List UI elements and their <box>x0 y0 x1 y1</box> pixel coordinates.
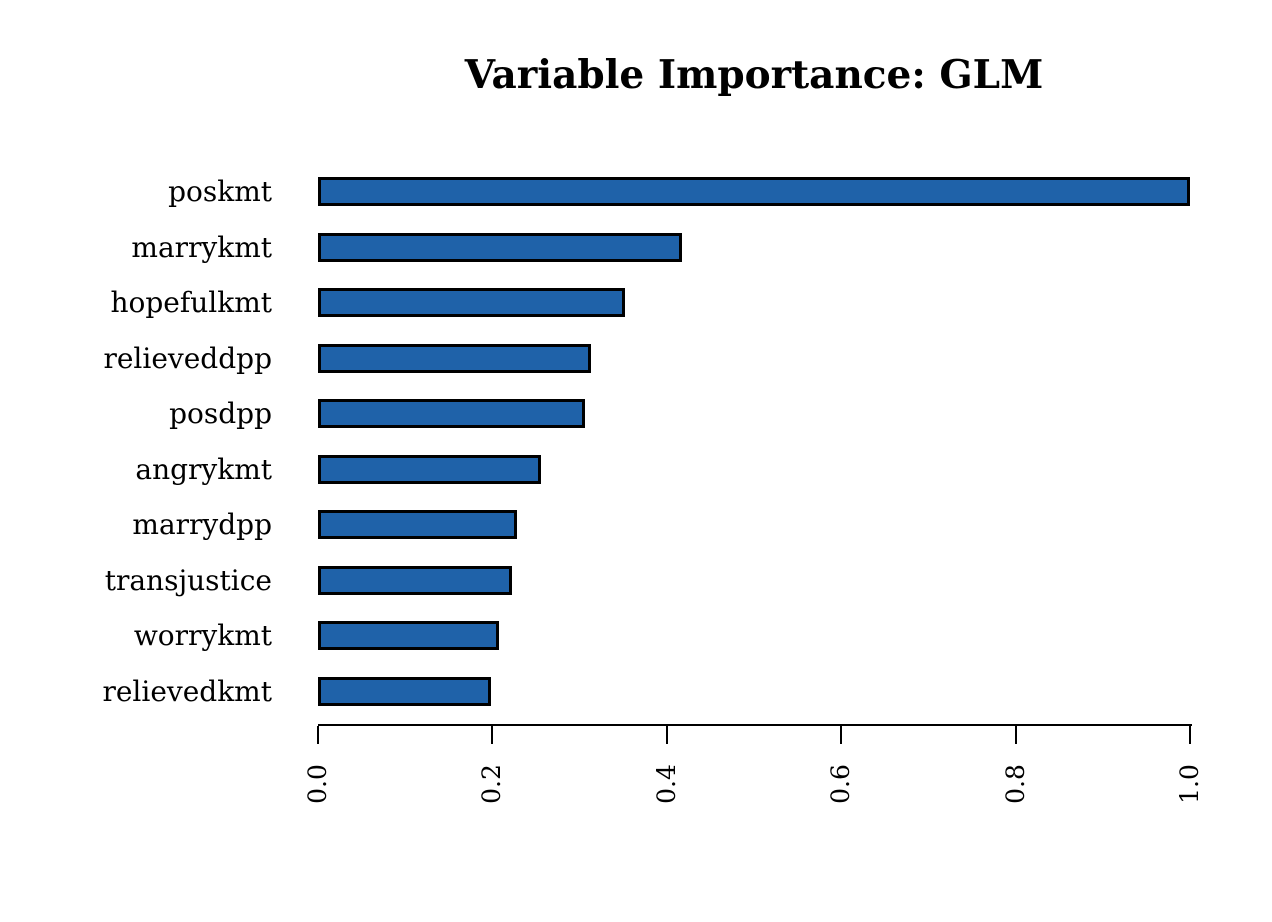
category-label-worrykmt: worrykmt <box>133 618 272 652</box>
bar-relieveddpp <box>318 344 591 373</box>
category-label-hopefulkmt: hopefulkmt <box>110 285 272 319</box>
x-axis-tick <box>666 726 668 744</box>
x-axis-tick <box>840 726 842 744</box>
x-axis-tick <box>317 726 319 744</box>
bar-marrykmt <box>318 233 682 262</box>
category-label-relieveddpp: relieveddpp <box>103 341 272 375</box>
category-label-angrykmt: angrykmt <box>135 452 272 486</box>
x-axis-tick-label: 0.8 <box>1001 764 1030 804</box>
category-label-poskmt: poskmt <box>168 174 272 208</box>
bar-transjustice <box>318 566 512 595</box>
category-label-relievedkmt: relievedkmt <box>102 674 272 708</box>
x-axis-line <box>318 724 1192 726</box>
x-axis-tick-label: 1.0 <box>1175 764 1204 804</box>
x-axis-tick-label: 0.0 <box>303 764 332 804</box>
category-label-marrykmt: marrykmt <box>131 230 272 264</box>
category-label-transjustice: transjustice <box>104 563 272 597</box>
category-label-posdpp: posdpp <box>169 396 272 430</box>
bar-hopefulkmt <box>318 288 625 317</box>
x-axis-tick-label: 0.2 <box>477 764 506 804</box>
bar-marrydpp <box>318 510 517 539</box>
bar-relievedkmt <box>318 677 491 706</box>
bar-posdpp <box>318 399 585 428</box>
chart-title: Variable Importance: GLM <box>464 52 1044 98</box>
bar-poskmt <box>318 177 1190 206</box>
x-axis-tick <box>491 726 493 744</box>
x-axis-tick-label: 0.6 <box>826 764 855 804</box>
bar-worrykmt <box>318 621 499 650</box>
category-label-marrydpp: marrydpp <box>132 507 272 541</box>
x-axis-tick-label: 0.4 <box>652 764 681 804</box>
x-axis-tick <box>1015 726 1017 744</box>
x-axis-tick <box>1189 726 1191 744</box>
bar-angrykmt <box>318 455 541 484</box>
